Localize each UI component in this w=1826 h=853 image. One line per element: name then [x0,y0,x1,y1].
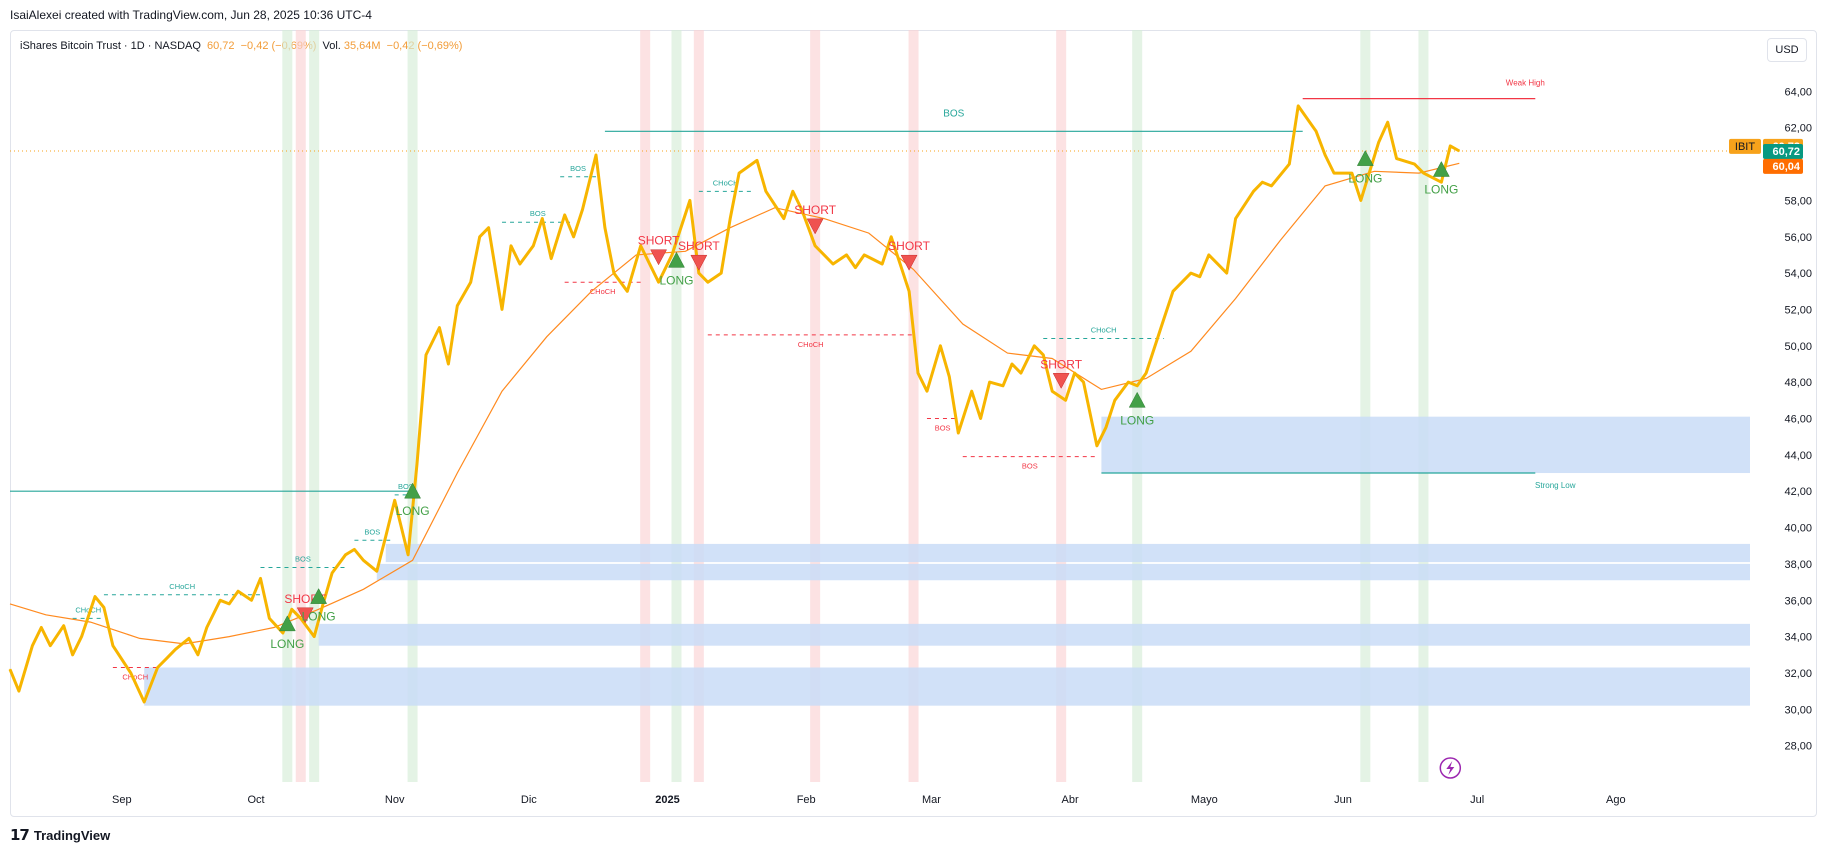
volume-label: Vol. [322,40,341,52]
tradingview-logo-icon: 𝟭𝟳 [10,827,30,844]
tradingview-footer[interactable]: 𝟭𝟳 TradingView [10,826,110,844]
chart-frame[interactable] [10,30,1817,817]
symbol-change: −0,42 (−0,69%) [240,40,317,52]
symbol-legend: iShares Bitcoin Trust · 1D · NASDAQ 60,7… [20,40,465,52]
volume-change: −0,42 (−0,69%) [386,40,463,52]
attribution-text: IsaiAlexei created with TradingView.com,… [10,8,372,22]
currency-button[interactable]: USD [1767,38,1807,62]
symbol-price: 60,72 [207,40,235,52]
symbol-title[interactable]: iShares Bitcoin Trust · 1D · NASDAQ [20,40,201,52]
volume-value: 35,64M [343,40,381,52]
tradingview-brand: TradingView [33,827,111,843]
